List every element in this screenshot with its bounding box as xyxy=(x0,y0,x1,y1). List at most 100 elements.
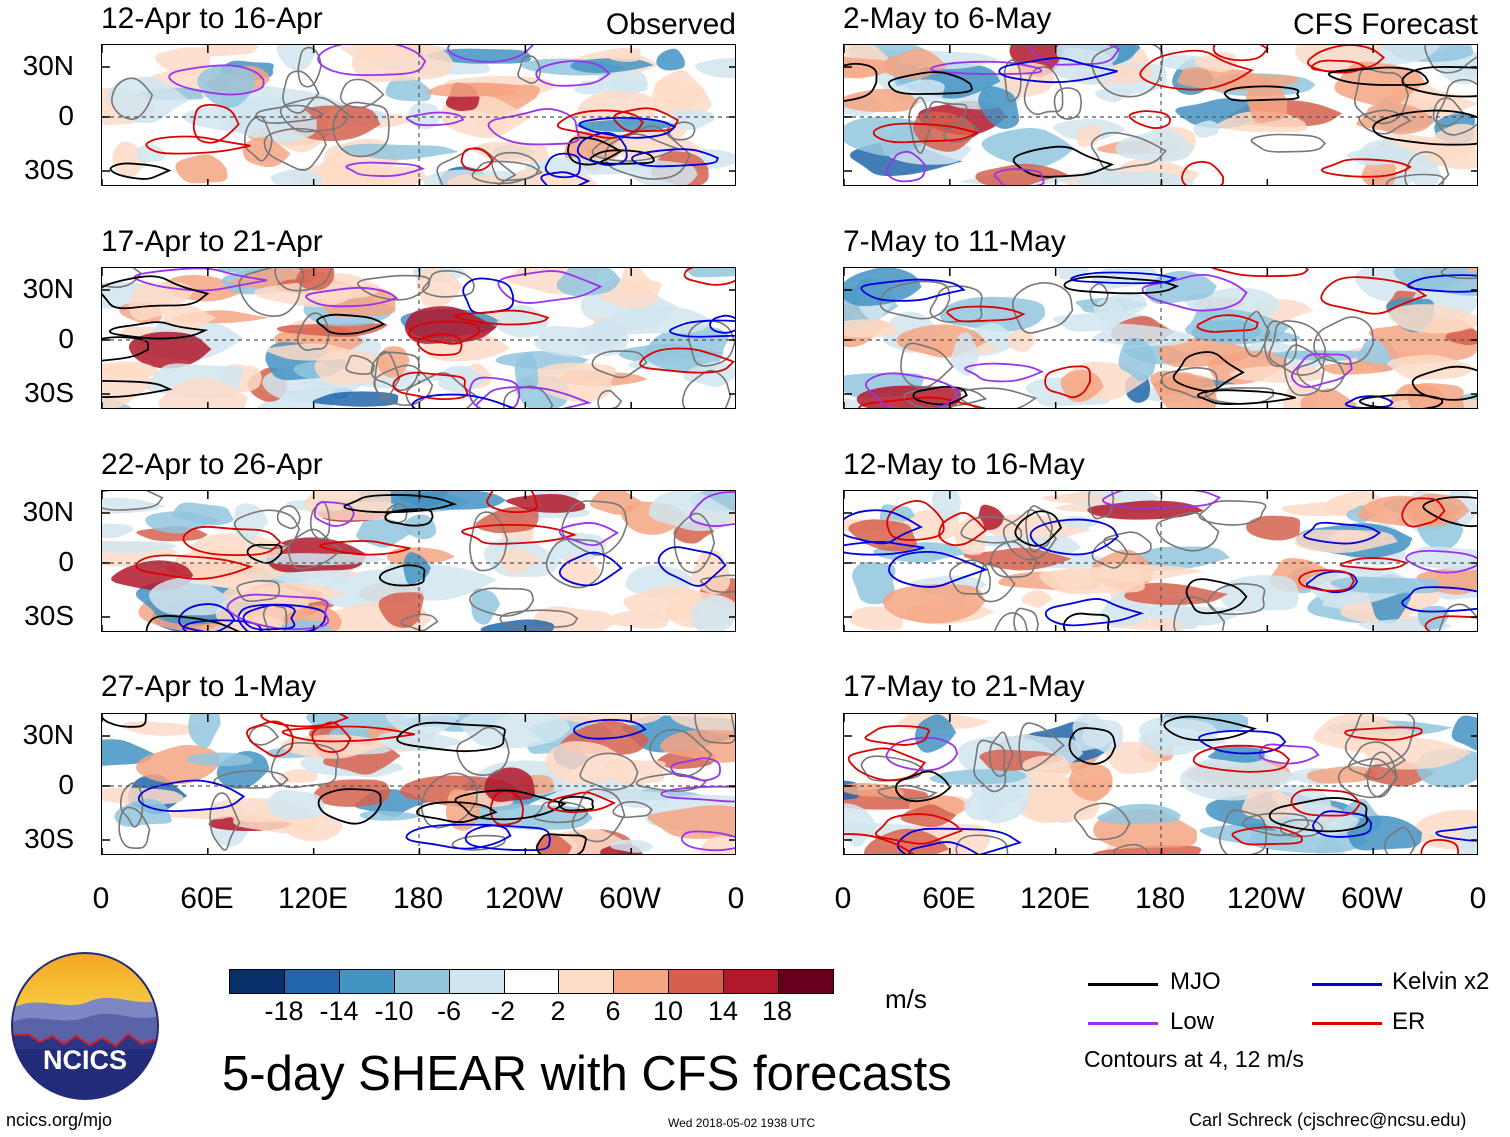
wave-contour xyxy=(540,171,591,185)
shear-anomaly-shading xyxy=(844,57,897,78)
wave-contour xyxy=(669,319,735,338)
colorbar-tick-label: 6 xyxy=(605,996,621,1026)
wave-contour xyxy=(468,376,521,408)
coastline xyxy=(1205,387,1275,405)
colorbar-swatch xyxy=(504,970,560,993)
wave-contour xyxy=(1291,353,1353,389)
shear-anomaly-shading xyxy=(1219,575,1299,613)
shear-anomaly-shading xyxy=(882,584,986,624)
colorbar-swatch xyxy=(449,970,505,993)
coastline xyxy=(976,563,1016,603)
wave-contour xyxy=(109,321,209,340)
lon-label: 60E xyxy=(180,882,234,915)
wave-contour xyxy=(612,107,679,133)
coastline xyxy=(681,369,732,408)
lat-label: 0 xyxy=(58,769,74,800)
wave-contour xyxy=(1185,578,1248,615)
coastline xyxy=(955,834,1009,854)
wave-contour xyxy=(657,546,727,587)
wave-contour xyxy=(885,736,959,772)
coastline xyxy=(1438,603,1477,631)
coastline xyxy=(279,96,351,133)
shear-anomaly-shading xyxy=(570,58,654,73)
shear-anomaly-shading xyxy=(1145,270,1217,305)
shear-anomaly-shading xyxy=(128,331,212,369)
coastline xyxy=(236,579,281,603)
shear-anomaly-shading xyxy=(1069,763,1113,802)
coastline xyxy=(400,613,439,631)
lon-label: 0 xyxy=(92,882,110,915)
coastline xyxy=(1003,59,1022,102)
coastline xyxy=(111,77,154,120)
coastline xyxy=(1089,282,1109,307)
coastline xyxy=(1353,67,1410,125)
coastline xyxy=(1242,812,1310,837)
coastline xyxy=(274,268,333,292)
shear-anomaly-shading xyxy=(190,533,288,559)
lat-label: 30N xyxy=(22,496,74,527)
shear-anomaly-shading xyxy=(978,86,1020,130)
coastline xyxy=(1264,320,1298,368)
shear-field xyxy=(844,45,1477,185)
shear-anomaly-shading xyxy=(534,325,628,357)
colorbar-swatch xyxy=(669,970,725,993)
wave-contour xyxy=(133,268,267,292)
legend-label-er: ER xyxy=(1392,1008,1426,1035)
coastline xyxy=(451,834,507,851)
wave-contour xyxy=(1028,45,1121,66)
coastline xyxy=(1366,751,1398,798)
coastline xyxy=(370,351,420,392)
lon-label: 0 xyxy=(1469,882,1487,915)
shear-anomaly-shading xyxy=(881,48,947,79)
shear-anomaly-shading xyxy=(691,595,735,631)
panel-title-fcst-2: 7-May to 11-May xyxy=(843,225,1066,258)
legend-label-mjo: MJO xyxy=(1170,968,1221,995)
legend-line-mjo xyxy=(1088,983,1158,986)
wave-contour xyxy=(1231,826,1303,846)
coastline xyxy=(1053,87,1083,120)
contour-note: Contours at 4, 12 m/s xyxy=(1084,1046,1304,1072)
coastline xyxy=(1250,133,1327,153)
wave-contour xyxy=(1303,521,1382,545)
lon-label: 0 xyxy=(727,882,745,915)
shear-anomaly-shading xyxy=(107,76,190,124)
coastline xyxy=(1113,843,1150,854)
wave-contour xyxy=(689,491,735,527)
colorbar-tick-label: 14 xyxy=(707,996,739,1026)
wave-contour xyxy=(1070,271,1178,285)
wave-contour xyxy=(1406,274,1477,293)
wave-contour xyxy=(305,286,399,308)
colorbar xyxy=(229,969,834,994)
shear-anomaly-shading xyxy=(1194,51,1237,73)
colorbar-swatch xyxy=(394,970,450,993)
shear-anomaly-shading xyxy=(145,511,222,534)
shear-anomaly-shading xyxy=(498,548,543,574)
wave-contour xyxy=(1139,49,1254,91)
coastline xyxy=(1025,505,1054,553)
shear-anomaly-shading xyxy=(1097,803,1181,825)
legend-line-er xyxy=(1312,1022,1382,1025)
shear-anomaly-shading xyxy=(378,592,424,628)
wave-contour xyxy=(462,277,514,314)
wave-contour xyxy=(1320,276,1428,315)
wave-contour xyxy=(558,551,623,587)
lon-label: 60W xyxy=(1341,882,1403,915)
coastline xyxy=(1160,367,1219,399)
shear-anomaly-shading xyxy=(929,769,1027,785)
lat-label: 30S xyxy=(24,377,74,408)
coastline xyxy=(591,350,648,379)
coastline xyxy=(357,274,431,301)
wave-contour xyxy=(556,109,644,139)
coastline xyxy=(263,127,327,171)
legend-label-low: Low xyxy=(1170,1008,1215,1035)
map-panel-obs-1 xyxy=(101,44,736,186)
wave-contour xyxy=(1181,161,1224,185)
colorbar-tick-label: 10 xyxy=(652,996,684,1026)
colorbar-swatch xyxy=(559,970,615,993)
wave-contour xyxy=(1196,314,1259,333)
shear-anomaly-shading xyxy=(163,304,217,332)
footer-timestamp: Wed 2018-05-02 1938 UTC xyxy=(668,1116,816,1130)
wave-contour xyxy=(168,64,265,96)
wave-contour xyxy=(313,501,355,527)
shear-anomaly-shading xyxy=(1407,493,1470,527)
